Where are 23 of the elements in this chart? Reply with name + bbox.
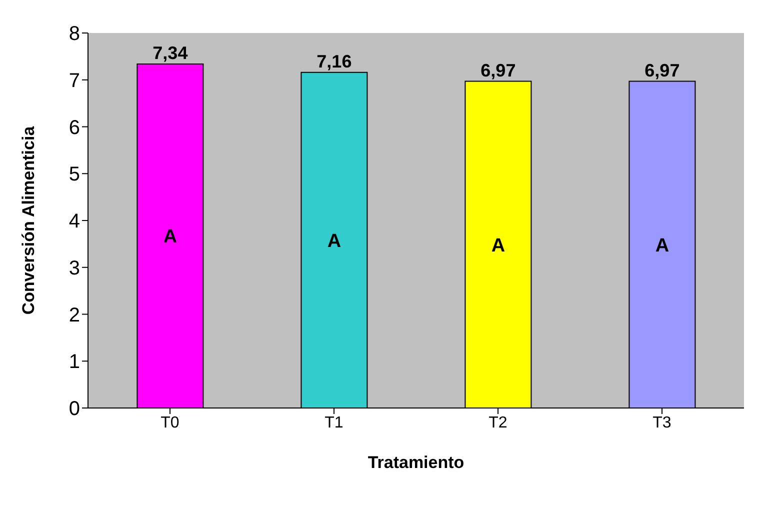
y-tick-label: 4 — [68, 210, 80, 233]
y-tick-label: 1 — [68, 351, 80, 374]
data-label: 6,97 — [480, 60, 516, 80]
annotation: A — [163, 226, 178, 248]
y-tick-label: 7 — [68, 70, 80, 92]
y-tick-label: 5 — [68, 164, 80, 186]
data-label: 7,16 — [316, 51, 352, 72]
y-axis-title: Conversión Alimenticia — [19, 126, 38, 315]
x-axis-title: Tratamiento — [368, 453, 464, 472]
y-tick-label: 3 — [68, 257, 80, 280]
y-tick-label: 6 — [68, 116, 80, 139]
annotation: A — [655, 235, 670, 256]
y-tick-label: 2 — [68, 304, 80, 326]
x-tick-label: T0 — [160, 414, 180, 432]
data-label: 6,97 — [644, 60, 680, 80]
x-tick-label: T2 — [488, 414, 508, 432]
y-tick-label: 8 — [68, 23, 80, 46]
y-tick-label: 0 — [68, 398, 80, 420]
x-tick-label: T3 — [652, 414, 672, 432]
annotation: A — [327, 230, 342, 252]
x-tick-label: T1 — [324, 414, 344, 432]
data-label: 7,34 — [152, 42, 188, 63]
annotation: A — [491, 235, 506, 256]
